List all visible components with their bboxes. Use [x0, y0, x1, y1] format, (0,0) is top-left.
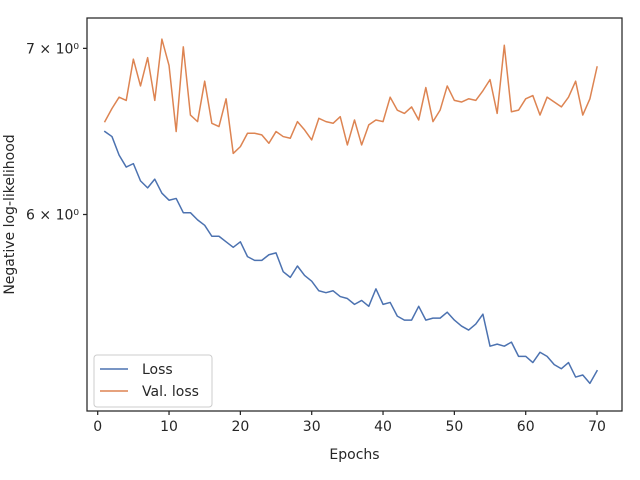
y-tick-label: 7 × 10⁰ [26, 41, 79, 57]
legend-box [93, 354, 213, 408]
x-tick-label: 20 [231, 419, 249, 435]
x-axis-label: Epochs [329, 447, 379, 463]
x-tick-label: 10 [160, 419, 178, 435]
x-tick-label: 0 [93, 419, 102, 435]
series-layer [103, 38, 599, 385]
plot-frame [86, 17, 623, 412]
legend-label: Val. loss [142, 384, 199, 400]
legend: Loss Val. loss [93, 354, 213, 408]
x-tick-label: 40 [374, 419, 392, 435]
y-tick-label: 6 × 10⁰ [26, 208, 79, 224]
series-line-val-loss [103, 38, 598, 155]
series-line-loss [103, 130, 599, 385]
y-axis-label: Negative log-likelihood [2, 134, 18, 294]
x-tick-label: 70 [588, 419, 606, 435]
legend-label: Loss [142, 362, 173, 378]
x-tick-label: 60 [517, 419, 535, 435]
x-tick-label: 30 [303, 419, 321, 435]
tick-layer: 0 10 20 30 40 50 60 70 6 × 10⁰ 7 × 10⁰ [26, 41, 606, 435]
x-tick-label: 50 [445, 419, 463, 435]
